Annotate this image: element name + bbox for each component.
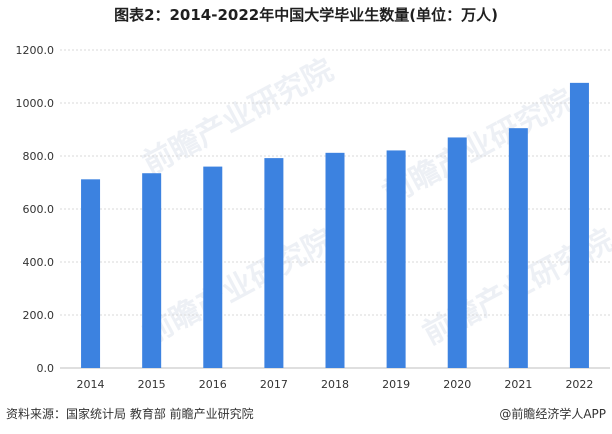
watermark-text: 前瞻产业研究院: [377, 83, 579, 212]
bar-2021: [508, 128, 528, 368]
bar-2017: [264, 158, 284, 368]
x-tick-label: 2017: [260, 378, 288, 391]
y-axis-ticks: 0.0 200.0 400.0 600.0 800.0 1000.0 1200.0: [16, 44, 55, 375]
y-tick-label: 200.0: [23, 309, 55, 322]
x-tick-label: 2014: [77, 378, 105, 391]
x-tick-label: 2016: [199, 378, 227, 391]
y-tick-label: 1200.0: [16, 44, 55, 57]
bar-2016: [203, 166, 223, 368]
bar-2022: [569, 82, 589, 369]
x-tick-label: 2022: [565, 378, 593, 391]
x-tick-label: 2020: [443, 378, 471, 391]
y-tick-label: 400.0: [23, 256, 55, 269]
chart-title: 图表2：2014-2022年中国大学毕业生数量(单位：万人): [114, 6, 498, 24]
y-tick-label: 0.0: [37, 362, 55, 375]
watermark-text: 前瞻产业研究院: [137, 223, 339, 352]
source-note: 资料来源：国家统计局 教育部 前瞻产业研究院: [6, 407, 254, 421]
brand-credit: @前瞻经济学人APP: [499, 407, 606, 421]
bar-2015: [142, 173, 162, 368]
x-tick-label: 2018: [321, 378, 349, 391]
bar-2019: [386, 150, 406, 368]
watermark-text: 前瞻产业研究院: [137, 53, 339, 182]
bars: [81, 82, 589, 369]
x-tick-label: 2021: [504, 378, 532, 391]
bar-2018: [325, 152, 345, 368]
x-axis-ticks: 2014 2015 2016 2017 2018 2019 2020 2021 2022: [77, 378, 594, 391]
bar-2020: [447, 137, 467, 368]
x-tick-label: 2015: [138, 378, 166, 391]
bar-2014: [81, 179, 101, 368]
x-tick-label: 2019: [382, 378, 410, 391]
y-tick-label: 600.0: [23, 203, 55, 216]
y-tick-label: 800.0: [23, 150, 55, 163]
y-tick-label: 1000.0: [16, 97, 55, 110]
